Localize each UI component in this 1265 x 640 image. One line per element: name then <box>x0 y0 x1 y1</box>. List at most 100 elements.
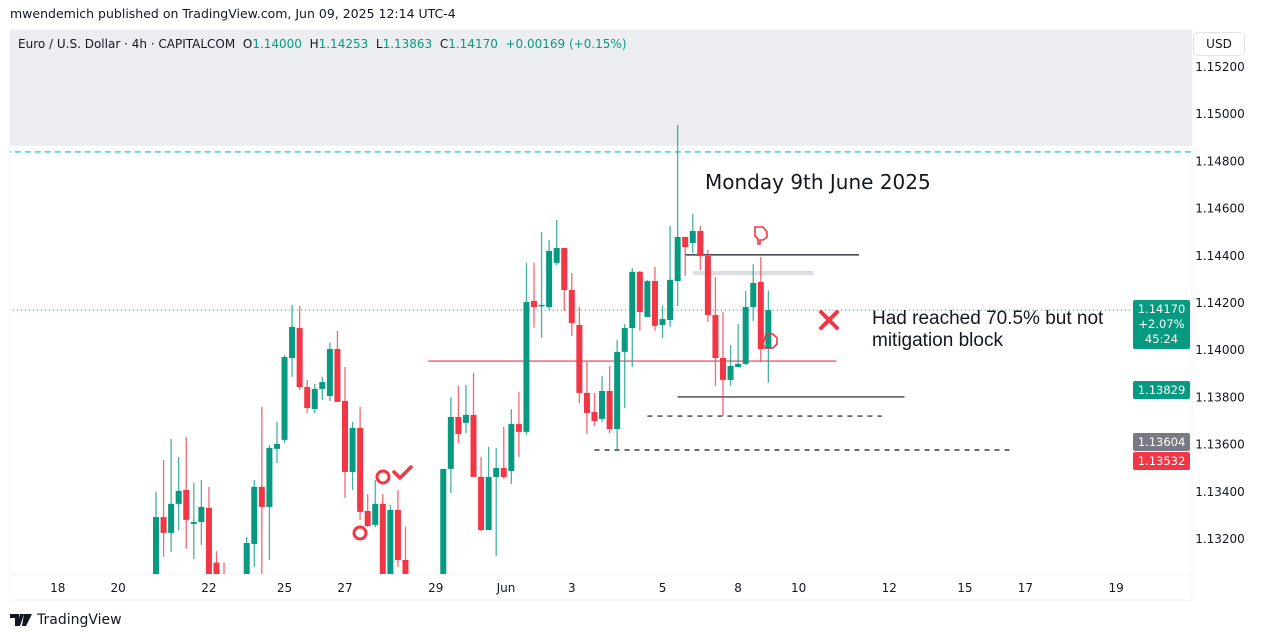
currency-button[interactable]: USD <box>1193 32 1245 56</box>
candle-body[interactable] <box>440 468 447 615</box>
candle-body[interactable] <box>667 279 674 320</box>
candle-body[interactable] <box>644 281 651 317</box>
candle-body[interactable] <box>553 248 560 263</box>
candle-body[interactable] <box>682 236 689 248</box>
candle-body[interactable] <box>742 307 749 364</box>
price-tick-label: 1.13800 <box>1195 390 1245 404</box>
publisher-line: mwendemich published on TradingView.com,… <box>10 6 456 21</box>
candle-body[interactable] <box>493 467 500 477</box>
candle-body[interactable] <box>606 391 613 430</box>
candle-body[interactable] <box>364 510 371 527</box>
circle-marker-icon[interactable] <box>375 469 391 485</box>
candle-body[interactable] <box>508 424 515 472</box>
level-badge-red: 1.13532 <box>1133 452 1190 470</box>
candle-body[interactable] <box>485 476 492 531</box>
symbol-name[interactable]: Euro / U.S. Dollar · 4h · CAPITALCOM <box>18 37 236 51</box>
candle-body[interactable] <box>198 506 205 523</box>
candle-body[interactable] <box>379 503 386 598</box>
candle-body[interactable] <box>757 281 764 350</box>
candle-body[interactable] <box>342 400 348 472</box>
candle-body[interactable] <box>674 236 681 282</box>
candle-body[interactable] <box>273 443 280 449</box>
candle-body[interactable] <box>266 447 273 507</box>
candle-body[interactable] <box>614 351 621 430</box>
candle-body[interactable] <box>629 271 636 329</box>
candle-body[interactable] <box>153 517 159 598</box>
circle-marker-icon[interactable] <box>352 525 368 541</box>
candle-body[interactable] <box>621 328 628 352</box>
price-tick-label: 1.14600 <box>1195 202 1245 216</box>
candle-body[interactable] <box>470 414 477 477</box>
time-tick-label: 18 <box>50 581 65 595</box>
cross-icon[interactable] <box>819 310 839 330</box>
candle-body[interactable] <box>735 363 742 367</box>
candle-body[interactable] <box>418 619 424 624</box>
candle-body[interactable] <box>410 598 416 619</box>
candle-body[interactable] <box>213 562 220 598</box>
candle-body[interactable] <box>576 324 583 393</box>
candle-body[interactable] <box>478 476 485 531</box>
candle-body[interactable] <box>591 412 598 421</box>
candle-body[interactable] <box>500 467 507 477</box>
candle-body[interactable] <box>462 414 469 423</box>
candle-body[interactable] <box>727 366 734 380</box>
candle-body[interactable] <box>357 427 364 512</box>
candle-body[interactable] <box>583 392 590 413</box>
candle-body[interactable] <box>599 391 606 419</box>
candle-body[interactable] <box>387 509 394 598</box>
date-annotation[interactable]: Monday 9th June 2025 <box>705 170 931 194</box>
candle-body[interactable] <box>296 328 303 388</box>
candle-body[interactable] <box>523 302 530 432</box>
candle-body[interactable] <box>326 349 333 396</box>
pointing-hand-icon[interactable] <box>762 333 778 349</box>
note-line-1[interactable]: Had reached 70.5% but not <box>872 308 1104 329</box>
checkmark-icon[interactable] <box>392 465 413 480</box>
candle-body[interactable] <box>319 382 326 389</box>
candle-body[interactable] <box>720 357 726 380</box>
candle-body[interactable] <box>447 416 454 469</box>
tradingview-logo-icon[interactable] <box>10 614 32 626</box>
candle-body[interactable] <box>160 517 167 533</box>
candle-body[interactable] <box>311 388 318 409</box>
candle-body[interactable] <box>168 503 175 533</box>
pointing-hand-icon[interactable] <box>754 226 768 245</box>
candle-body[interactable] <box>538 304 545 307</box>
brand-name[interactable]: TradingView <box>37 612 122 628</box>
candle-body[interactable] <box>546 250 553 308</box>
candle-body[interactable] <box>425 610 431 624</box>
candle-body[interactable] <box>372 503 379 525</box>
candle-body[interactable] <box>636 271 643 312</box>
candle-body[interactable] <box>258 486 265 507</box>
candle-body[interactable] <box>515 424 522 432</box>
candle-body[interactable] <box>334 349 341 402</box>
candle-body[interactable] <box>251 486 258 544</box>
candle-body[interactable] <box>433 610 439 615</box>
candle-body[interactable] <box>651 281 658 326</box>
note-line-2[interactable]: mitigation block <box>872 330 1003 351</box>
candle-body[interactable] <box>175 490 182 504</box>
candle-body[interactable] <box>659 319 666 325</box>
candle-body[interactable] <box>304 387 311 409</box>
candle-body[interactable] <box>281 357 288 440</box>
candle-body[interactable] <box>289 326 296 358</box>
time-tick-label: 15 <box>957 581 972 595</box>
candle-body[interactable] <box>394 509 401 561</box>
supply-zone-top[interactable] <box>5 8 1192 146</box>
candle-body[interactable] <box>704 256 711 316</box>
candle-body[interactable] <box>750 282 757 308</box>
candle-body[interactable] <box>349 427 356 472</box>
candle-body[interactable] <box>561 248 568 291</box>
candle-body[interactable] <box>183 489 190 520</box>
candle-body[interactable] <box>402 560 409 598</box>
candle-body[interactable] <box>455 416 462 434</box>
candle-body[interactable] <box>243 543 250 598</box>
candle-body[interactable] <box>697 231 704 257</box>
candle-body[interactable] <box>205 507 212 598</box>
candle-body[interactable] <box>190 522 197 524</box>
candle-body[interactable] <box>568 290 575 324</box>
candle-body[interactable] <box>712 315 719 358</box>
candle-body[interactable] <box>765 310 772 350</box>
candle-body[interactable] <box>689 231 696 244</box>
candle-body[interactable] <box>531 300 537 308</box>
